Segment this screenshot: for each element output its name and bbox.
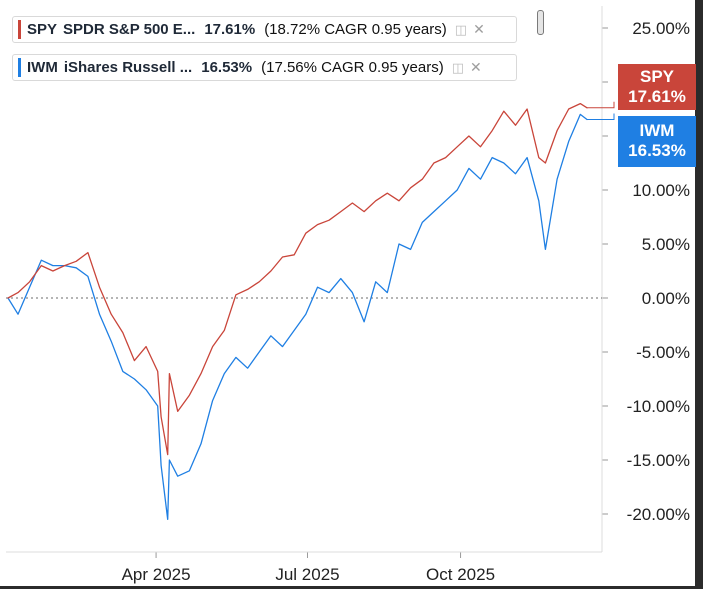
legend-return-pct: 16.53% — [201, 59, 253, 76]
y-tick-label: 10.00% — [632, 181, 690, 200]
close-icon[interactable]: ✕ — [473, 21, 485, 37]
y-tick-label: -5.00% — [636, 343, 690, 362]
y-tick-label: -15.00% — [627, 451, 690, 470]
legend-item-spy[interactable]: SPY SPDR S&P 500 E... 17.61% (18.72% CAG… — [12, 16, 517, 43]
price-tag-spy: SPY 17.61% — [618, 64, 696, 110]
y-tick-label: 5.00% — [642, 235, 690, 254]
series-end-connector-iwm — [587, 113, 615, 120]
window-frame-bottom — [0, 586, 703, 589]
legend-ticker: IWM — [27, 59, 58, 76]
price-tag-value: 17.61% — [628, 87, 686, 106]
x-axis-ticks: Apr 2025 Jul 2025 Oct 2025 — [122, 552, 495, 584]
price-tag-ticker: SPY — [639, 67, 675, 86]
x-tick-label: Oct 2025 — [426, 565, 495, 584]
legend-ticker: SPY — [27, 21, 58, 38]
legend-swatch-spy — [18, 20, 21, 39]
price-tag-iwm: IWM 16.53% — [618, 116, 696, 167]
layers-icon[interactable]: ◫ — [454, 21, 468, 37]
legend-swatch-iwm — [18, 58, 21, 77]
close-icon[interactable]: ✕ — [469, 59, 482, 75]
y-tick-label: 0.00% — [642, 289, 690, 308]
series-line-iwm — [7, 113, 588, 521]
legend-return-pct: 17.61% — [204, 21, 256, 38]
series-line-spy — [7, 102, 588, 456]
y-tick-label: -10.00% — [627, 397, 690, 416]
series-end-connector-spy — [587, 101, 615, 109]
drag-handle[interactable] — [537, 10, 544, 35]
legend-fund-name: iShares Russell ... — [63, 59, 193, 76]
x-tick-label: Jul 2025 — [275, 565, 339, 584]
layers-icon[interactable]: ◫ — [451, 59, 464, 75]
x-tick-label: Apr 2025 — [122, 565, 191, 584]
y-tick-label: 25.00% — [632, 19, 690, 38]
legend-cagr: (17.56% CAGR 0.95 years) — [261, 59, 444, 76]
legend-cagr: (18.72% CAGR 0.95 years) — [264, 21, 447, 38]
y-tick-label: -20.00% — [627, 505, 690, 524]
legend-item-iwm[interactable]: IWM iShares Russell ... 16.53% (17.56% C… — [12, 54, 517, 81]
legend-fund-name: SPDR S&P 500 E... — [63, 21, 196, 38]
price-tag-value: 16.53% — [628, 141, 686, 160]
series-lines — [7, 101, 615, 521]
window-frame-right — [695, 0, 703, 589]
price-tag-ticker: IWM — [639, 121, 675, 140]
